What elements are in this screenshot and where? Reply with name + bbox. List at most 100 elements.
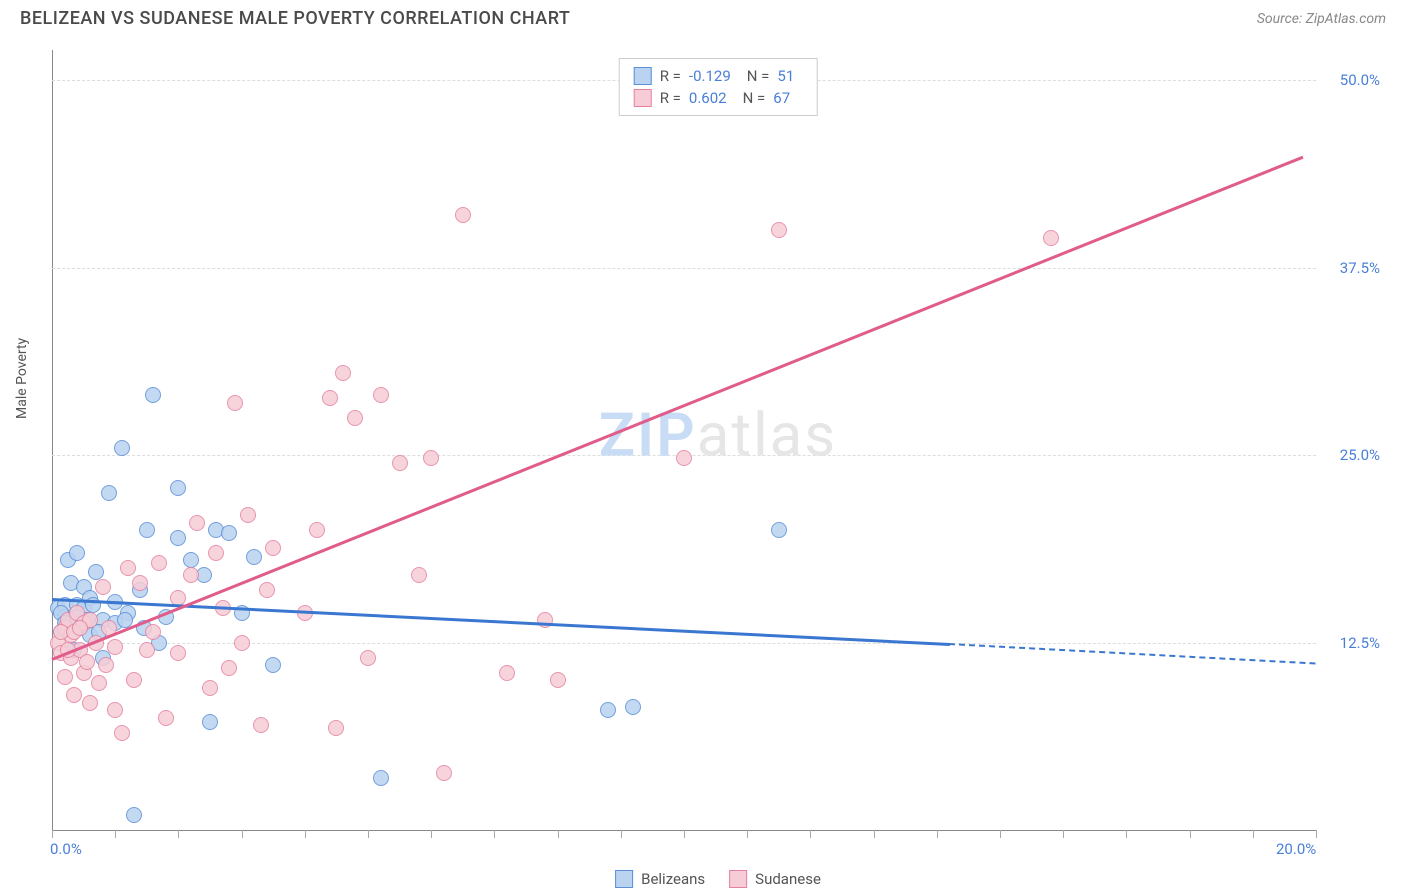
data-point [79, 654, 95, 670]
x-tick [621, 830, 622, 838]
data-point [455, 207, 471, 223]
x-tick [684, 830, 685, 838]
data-point [114, 725, 130, 741]
chart-header: BELIZEAN VS SUDANESE MALE POVERTY CORREL… [0, 0, 1406, 33]
x-tick [305, 830, 306, 838]
data-point [227, 395, 243, 411]
grid-line [52, 268, 1316, 269]
x-tick [747, 830, 748, 838]
data-point [57, 669, 73, 685]
data-point [202, 714, 218, 730]
data-point [139, 522, 155, 538]
legend-row: R =-0.129N =51 [634, 65, 803, 87]
data-point [145, 387, 161, 403]
data-point [221, 660, 237, 676]
data-point [82, 695, 98, 711]
data-point [1043, 230, 1059, 246]
legend-item: Belizeans [615, 870, 705, 888]
data-point [423, 450, 439, 466]
data-point [139, 642, 155, 658]
x-tick [1063, 830, 1064, 838]
data-point [600, 702, 616, 718]
legend-swatch [729, 870, 747, 888]
legend-r-value: 0.602 [689, 89, 727, 107]
data-point [550, 672, 566, 688]
data-point [170, 530, 186, 546]
data-point [101, 485, 117, 501]
x-tick [1126, 830, 1127, 838]
x-tick [431, 830, 432, 838]
x-tick [1316, 830, 1317, 838]
y-tick-label: 37.5% [1340, 259, 1380, 277]
data-point [202, 680, 218, 696]
data-point [373, 770, 389, 786]
data-point [66, 687, 82, 703]
data-point [253, 717, 269, 733]
correlation-legend: R =-0.129N =51R =0.602N =67 [619, 58, 818, 116]
data-point [436, 765, 452, 781]
data-point [411, 567, 427, 583]
data-point [309, 522, 325, 538]
data-point [88, 564, 104, 580]
data-point [151, 555, 167, 571]
data-point [392, 455, 408, 471]
data-point [208, 545, 224, 561]
data-point [771, 522, 787, 538]
data-point [234, 635, 250, 651]
data-point [183, 552, 199, 568]
data-point [69, 545, 85, 561]
legend-series-label: Sudanese [755, 870, 821, 888]
data-point [347, 410, 363, 426]
y-axis-label: Male Poverty [14, 338, 30, 419]
data-point [72, 620, 88, 636]
x-tick [558, 830, 559, 838]
legend-swatch [634, 89, 652, 107]
x-tick [810, 830, 811, 838]
data-point [771, 222, 787, 238]
data-point [373, 387, 389, 403]
data-point [240, 507, 256, 523]
data-point [98, 657, 114, 673]
data-point [499, 665, 515, 681]
legend-r-label: R = [660, 89, 681, 107]
legend-n-value: 67 [773, 89, 790, 107]
data-point [91, 675, 107, 691]
legend-n-label: N = [747, 67, 770, 85]
data-point [189, 515, 205, 531]
data-point [114, 440, 130, 456]
data-point [126, 672, 142, 688]
data-point [120, 560, 136, 576]
x-tick [874, 830, 875, 838]
data-point [246, 549, 262, 565]
data-point [107, 702, 123, 718]
data-point [265, 657, 281, 673]
y-tick-label: 25.0% [1340, 446, 1380, 464]
legend-swatch [615, 870, 633, 888]
y-tick-label: 50.0% [1340, 71, 1380, 89]
x-tick [368, 830, 369, 838]
x-tick-label: 20.0% [1276, 840, 1316, 858]
data-point [360, 650, 376, 666]
source-attribution: Source: ZipAtlas.com [1257, 11, 1386, 27]
chart-title: BELIZEAN VS SUDANESE MALE POVERTY CORREL… [20, 8, 570, 29]
x-tick [494, 830, 495, 838]
data-point [265, 540, 281, 556]
x-tick [937, 830, 938, 838]
watermark: ZIPatlas [599, 399, 838, 470]
data-point [183, 567, 199, 583]
y-axis-line [52, 50, 53, 830]
data-point [170, 645, 186, 661]
legend-row: R = 0.602 N = 67 [634, 87, 803, 109]
data-point [158, 710, 174, 726]
legend-r-label: R = [660, 67, 681, 85]
data-point [170, 480, 186, 496]
data-point [95, 579, 111, 595]
data-point [328, 720, 344, 736]
x-tick [1000, 830, 1001, 838]
chart-container: Male Poverty ZIPatlas R =-0.129N =51R =0… [50, 40, 1386, 862]
legend-n-label: N = [743, 89, 766, 107]
x-tick [242, 830, 243, 838]
x-tick [115, 830, 116, 838]
data-point [335, 365, 351, 381]
data-point [259, 582, 275, 598]
